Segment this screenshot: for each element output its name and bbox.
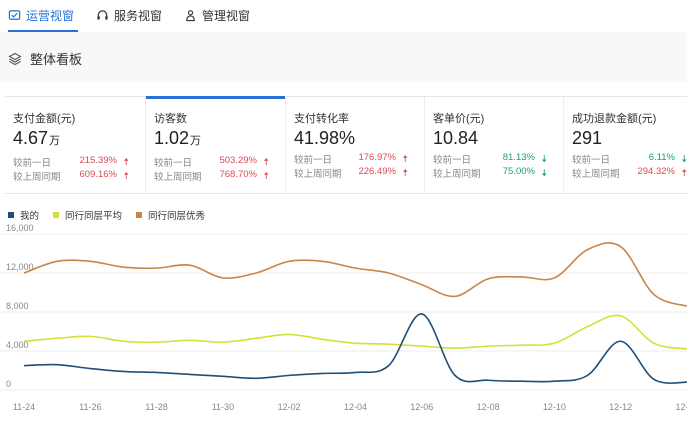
ops-view-icon <box>8 10 21 20</box>
tab-manage-view[interactable]: 管理视窗 <box>184 0 250 31</box>
kpi-value: 1.02万 <box>154 128 202 148</box>
kpi-value: 10.84 <box>433 128 479 148</box>
legend-item-peer-average[interactable]: 同行同层平均 <box>53 208 122 222</box>
kpi-label: 支付金额(元) <box>13 113 76 125</box>
kpi-unit: 万 <box>190 135 202 147</box>
arrow-up-icon: 🠅 <box>402 168 408 179</box>
legend-label: 同行同层优秀 <box>148 211 206 222</box>
compare-prev-day: 较前一日 176.97% 🠅 <box>294 152 424 166</box>
y-tick-label: 4,000 <box>6 340 29 350</box>
legend-label: 同行同层平均 <box>65 211 123 222</box>
top-tabs: 运营视窗 服务视窗 管理视窗 <box>0 0 687 33</box>
series-line-mine <box>23 313 687 384</box>
kpi-card-payment-amount[interactable]: 支付金额(元) 4.67万 较前一日 215.39% 🠅 较上周同期 609.16% 🠅 <box>5 97 145 193</box>
compare-prev-week: 较上周同期 75.00% 🠇 <box>433 166 563 180</box>
layers-icon <box>8 52 22 65</box>
compare-prev-week: 较上周同期 294.32% 🠅 <box>572 166 687 180</box>
tab-service-view[interactable]: 服务视窗 <box>96 0 162 31</box>
tab-label: 服务视窗 <box>114 9 163 23</box>
tab-label: 管理视窗 <box>202 9 251 23</box>
chart-legend: 我的 同行同层平均 同行同层优秀 <box>8 208 219 222</box>
arrow-up-icon: 🠅 <box>123 171 129 182</box>
section-title: 整体看板 <box>8 49 82 68</box>
compare-prev-day: 较前一日 503.29% 🠅 <box>154 155 285 169</box>
legend-swatch <box>8 212 14 218</box>
x-tick-label: 11-24 <box>13 402 35 412</box>
legend-swatch <box>53 212 60 218</box>
kpi-row: 支付金额(元) 4.67万 较前一日 215.39% 🠅 较上周同期 609.16% 🠅… <box>5 96 687 194</box>
manage-icon <box>186 10 195 22</box>
arrow-down-icon: 🠇 <box>541 154 547 165</box>
compare-prev-week: 较上周同期 609.16% 🠅 <box>13 169 145 183</box>
legend-item-peer-excellent[interactable]: 同行同层优秀 <box>136 208 205 222</box>
y-tick-label: 8,000 <box>6 301 29 311</box>
kpi-label: 成功退款金额(元) <box>572 113 657 125</box>
legend-label: 我的 <box>20 211 40 222</box>
arrow-up-icon: 🠅 <box>263 171 269 182</box>
arrow-up-icon: 🠅 <box>681 168 687 179</box>
compare-prev-day: 较前一日 6.11% 🠇 <box>572 152 687 166</box>
kpi-label: 支付转化率 <box>294 113 349 125</box>
kpi-card-conversion-rate[interactable]: 支付转化率 41.98% 较前一日 176.97% 🠅 较上周同期 226.49% 🠅 <box>285 97 424 193</box>
section-title-text: 整体看板 <box>30 52 83 67</box>
x-tick-label: 12-10 <box>543 402 566 412</box>
legend-swatch <box>136 212 143 218</box>
tab-label: 运营视窗 <box>26 9 75 23</box>
headset-icon <box>97 10 108 20</box>
compare-prev-day: 较前一日 215.39% 🠅 <box>13 155 145 169</box>
kpi-card-visitors[interactable]: 访客数 1.02万 较前一日 503.29% 🠅 较上周同期 768.70% 🠅 <box>145 96 285 193</box>
kpi-value: 4.67万 <box>13 128 61 148</box>
kpi-label: 访客数 <box>154 113 187 125</box>
x-tick-label: 12-08 <box>477 402 500 412</box>
kpi-label: 客单价(元) <box>433 113 485 125</box>
arrow-up-icon: 🠅 <box>402 154 408 165</box>
x-tick-label: 11-30 <box>212 402 234 412</box>
arrow-down-icon: 🠇 <box>541 168 547 179</box>
series-line-peer-average <box>23 314 687 350</box>
kpi-card-avg-order-value[interactable]: 客单价(元) 10.84 较前一日 81.13% 🠇 较上周同期 75.00% 🠇 <box>424 97 563 193</box>
trend-line-chart: 0 4,000 8,000 12,000 16,000 11-24 11-26 11-28 11… <box>0 223 687 412</box>
arrow-down-icon: 🠇 <box>681 154 687 165</box>
series-line-peer-excellent <box>23 242 687 307</box>
y-tick-label: 12,000 <box>6 262 34 272</box>
x-tick-label: 12-06 <box>410 402 433 412</box>
kpi-value: 41.98% <box>294 128 356 148</box>
x-tick-label: 12-14 <box>675 402 687 412</box>
kpi-value: 291 <box>572 128 603 148</box>
compare-prev-week: 较上周同期 768.70% 🠅 <box>154 169 285 183</box>
y-tick-label: 0 <box>6 379 11 389</box>
section-header <box>0 32 687 82</box>
compare-prev-day: 较前一日 81.13% 🠇 <box>433 152 563 166</box>
compare-prev-week: 较上周同期 226.49% 🠅 <box>294 166 424 180</box>
arrow-up-icon: 🠅 <box>263 157 269 168</box>
x-tick-label: 12-04 <box>344 402 367 412</box>
tab-ops-view[interactable]: 运营视窗 <box>8 0 79 32</box>
x-tick-label: 12-12 <box>609 402 632 412</box>
legend-item-mine[interactable]: 我的 <box>8 208 39 222</box>
x-tick-label: 12-02 <box>278 402 301 412</box>
arrow-up-icon: 🠅 <box>123 157 129 168</box>
kpi-unit: 万 <box>49 135 61 147</box>
x-tick-label: 11-28 <box>145 402 167 412</box>
x-tick-label: 11-26 <box>79 402 101 412</box>
kpi-card-refund-amount[interactable]: 成功退款金额(元) 291 较前一日 6.11% 🠇 较上周同期 294.32% 🠅 <box>563 97 687 193</box>
y-tick-label: 16,000 <box>6 223 34 233</box>
